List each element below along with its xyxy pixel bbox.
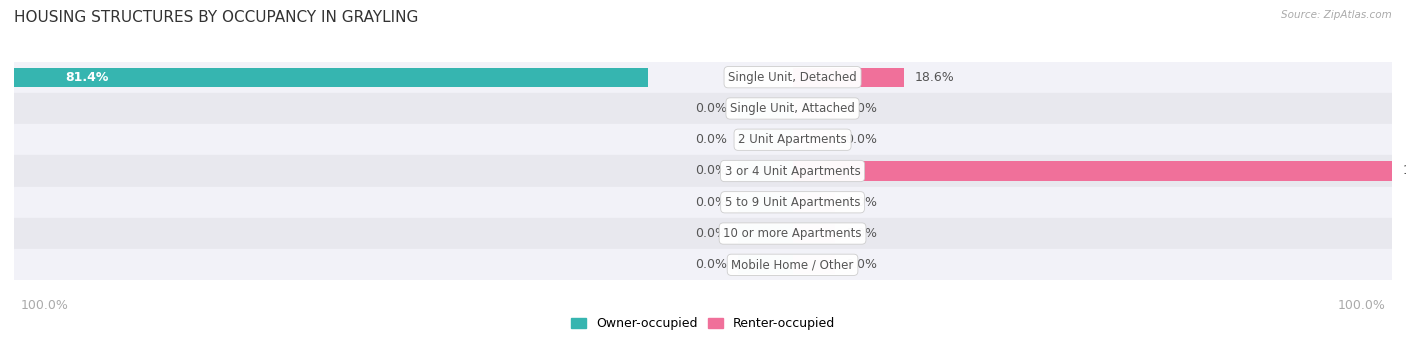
Bar — [14, 249, 1392, 280]
Bar — [14, 62, 1392, 93]
Bar — [738, 224, 793, 243]
Bar — [793, 255, 835, 275]
Bar — [793, 161, 1392, 181]
Text: 10 or more Apartments: 10 or more Apartments — [723, 227, 862, 240]
Text: Single Unit, Detached: Single Unit, Detached — [728, 71, 856, 84]
Bar — [793, 224, 835, 243]
Text: Mobile Home / Other: Mobile Home / Other — [731, 258, 853, 271]
Bar — [738, 161, 793, 181]
Bar — [738, 130, 793, 149]
Text: 5 to 9 Unit Apartments: 5 to 9 Unit Apartments — [725, 196, 860, 209]
Bar — [14, 155, 1392, 187]
Text: 100.0%: 100.0% — [1403, 165, 1406, 177]
Text: 0.0%: 0.0% — [695, 133, 727, 146]
Legend: Owner-occupied, Renter-occupied: Owner-occupied, Renter-occupied — [567, 313, 839, 336]
Text: 100.0%: 100.0% — [21, 299, 69, 312]
Text: HOUSING STRUCTURES BY OCCUPANCY IN GRAYLING: HOUSING STRUCTURES BY OCCUPANCY IN GRAYL… — [14, 10, 419, 25]
Text: Source: ZipAtlas.com: Source: ZipAtlas.com — [1281, 10, 1392, 20]
Bar — [738, 255, 793, 275]
Bar — [793, 99, 835, 118]
Bar — [738, 99, 793, 118]
Bar — [793, 193, 835, 212]
Text: Single Unit, Attached: Single Unit, Attached — [730, 102, 855, 115]
Text: 0.0%: 0.0% — [695, 102, 727, 115]
Text: 0.0%: 0.0% — [845, 227, 877, 240]
Text: 0.0%: 0.0% — [845, 196, 877, 209]
Text: 0.0%: 0.0% — [845, 102, 877, 115]
Text: 0.0%: 0.0% — [695, 165, 727, 177]
Text: 18.6%: 18.6% — [915, 71, 955, 84]
Text: 3 or 4 Unit Apartments: 3 or 4 Unit Apartments — [724, 165, 860, 177]
Text: 0.0%: 0.0% — [695, 196, 727, 209]
Bar — [14, 187, 1392, 218]
Bar — [14, 218, 1392, 249]
Text: 0.0%: 0.0% — [845, 258, 877, 271]
Bar — [14, 93, 1392, 124]
Text: 0.0%: 0.0% — [695, 227, 727, 240]
Bar — [793, 67, 904, 87]
Text: 2 Unit Apartments: 2 Unit Apartments — [738, 133, 846, 146]
Text: 0.0%: 0.0% — [695, 258, 727, 271]
Text: 100.0%: 100.0% — [1337, 299, 1385, 312]
Bar — [14, 67, 648, 87]
Text: 81.4%: 81.4% — [65, 71, 108, 84]
Bar — [738, 193, 793, 212]
Bar — [14, 124, 1392, 155]
Bar — [793, 130, 835, 149]
Text: 0.0%: 0.0% — [845, 133, 877, 146]
